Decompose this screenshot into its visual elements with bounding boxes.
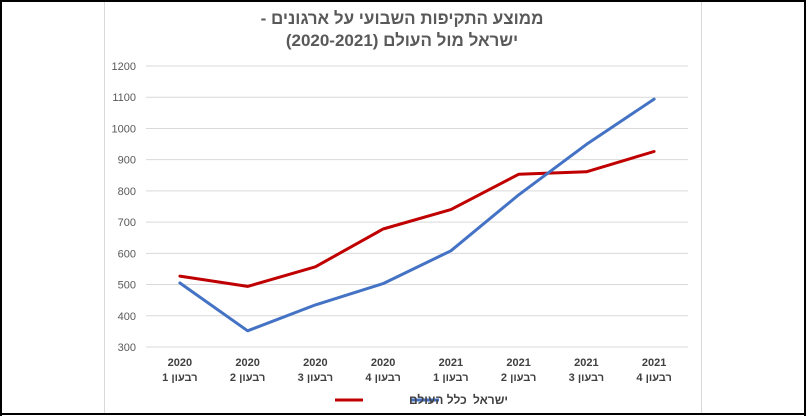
x-tick-label-year: 2021 bbox=[642, 357, 666, 369]
y-tick-label: 1200 bbox=[112, 61, 136, 73]
x-tick-label-quarter: רבעון 3 bbox=[569, 372, 604, 384]
frame-border-top bbox=[0, 0, 806, 2]
x-tick-label-year: 2020 bbox=[303, 357, 327, 369]
x-tick-label-quarter: רבעון 1 bbox=[433, 372, 468, 384]
frame-border-right bbox=[804, 0, 806, 416]
x-tick-label-quarter: רבעון 1 bbox=[162, 372, 197, 384]
frame-border-left bbox=[0, 0, 2, 416]
frame-border-bottom bbox=[0, 413, 806, 415]
y-tick-label: 900 bbox=[118, 155, 136, 167]
series-line-1 bbox=[178, 97, 656, 333]
x-tick-label-year: 2020 bbox=[371, 357, 395, 369]
y-tick-label: 300 bbox=[118, 342, 136, 354]
y-tick-label: 500 bbox=[118, 280, 136, 292]
x-tick-label-year: 2021 bbox=[439, 357, 463, 369]
x-tick-label-year: 2021 bbox=[574, 357, 598, 369]
y-tick-label: 400 bbox=[118, 311, 136, 323]
chart-area bbox=[104, 2, 702, 413]
x-tick-label-quarter: רבעון 4 bbox=[365, 372, 400, 384]
x-tick-label-year: 2021 bbox=[506, 357, 530, 369]
y-tick-label: 800 bbox=[118, 186, 136, 198]
x-tick-label-quarter: רבעון 2 bbox=[501, 372, 536, 384]
chart-title-line-2: ישראל מול העולם (2020-2021) bbox=[285, 31, 519, 50]
x-tick-label-year: 2020 bbox=[168, 357, 192, 369]
x-tick-label-quarter: רבעון 4 bbox=[636, 372, 671, 384]
x-tick-label-quarter: רבעון 2 bbox=[230, 372, 265, 384]
legend-label: כלל העולם bbox=[409, 393, 467, 407]
y-tick-label: 700 bbox=[118, 217, 136, 229]
y-tick-label: 600 bbox=[118, 248, 136, 260]
x-tick-label-year: 2020 bbox=[235, 357, 259, 369]
chart-title-line-1: ממוצע התקיפות השבועי על ארגונים - bbox=[260, 9, 544, 28]
series-line-0 bbox=[178, 150, 656, 288]
y-tick-label: 1000 bbox=[112, 123, 136, 135]
y-tick-label: 1100 bbox=[112, 92, 136, 104]
chart-title: ממוצע התקיפות השבועי על ארגונים - ישראל … bbox=[104, 8, 700, 52]
x-tick-label-quarter: רבעון 3 bbox=[298, 372, 333, 384]
legend-label: ישראל bbox=[473, 393, 508, 407]
